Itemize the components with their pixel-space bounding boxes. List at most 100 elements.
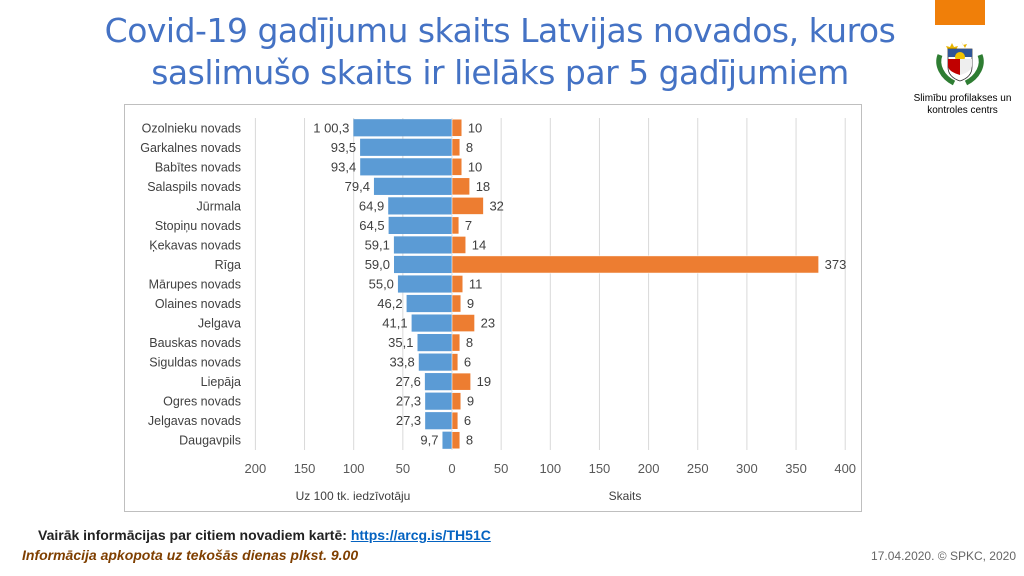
bar-count bbox=[451, 275, 464, 293]
data-label-per-100k: 33,8 bbox=[389, 355, 414, 370]
category-label: Bauskas novads bbox=[149, 336, 241, 350]
bar-count bbox=[451, 138, 461, 157]
data-label-per-100k: 35,1 bbox=[388, 335, 413, 350]
bar-per-100k bbox=[360, 138, 452, 156]
data-label-count: 7 bbox=[465, 218, 472, 233]
bar-per-100k bbox=[397, 275, 452, 293]
bar-per-100k bbox=[442, 431, 452, 449]
data-label-per-100k: 93,4 bbox=[331, 159, 356, 174]
category-label: Jelgavas novads bbox=[148, 414, 241, 428]
bar-count bbox=[451, 431, 461, 450]
data-label-per-100k: 9,7 bbox=[420, 433, 438, 448]
category-label: Rīga bbox=[215, 258, 241, 272]
data-label-count: 18 bbox=[476, 179, 490, 194]
bar-count bbox=[451, 372, 471, 391]
x-tick-label-right: 300 bbox=[736, 461, 758, 476]
bar-per-100k bbox=[425, 392, 452, 410]
bar-count bbox=[451, 177, 470, 196]
data-label-per-100k: 64,5 bbox=[359, 218, 384, 233]
bar-count bbox=[451, 294, 462, 313]
bar-per-100k bbox=[388, 216, 452, 235]
x-tick-label-right: 250 bbox=[687, 461, 709, 476]
category-label: Olaines novads bbox=[155, 297, 241, 311]
page-title: Covid-19 gadījumu skaits Latvijas novado… bbox=[60, 10, 940, 94]
data-label-count: 32 bbox=[489, 198, 503, 213]
category-label: Jūrmala bbox=[197, 199, 242, 213]
category-label: Daugavpils bbox=[179, 434, 241, 448]
data-label-per-100k: 1 00,3 bbox=[313, 120, 349, 135]
map-link[interactable]: https://arcg.is/TH51C bbox=[350, 527, 491, 543]
bar-per-100k bbox=[406, 294, 452, 313]
category-label: Garkalnes novads bbox=[140, 141, 241, 155]
title-line-2: saslimušo skaits ir lielāks par 5 gadīju… bbox=[151, 53, 849, 92]
data-label-per-100k: 64,9 bbox=[359, 198, 384, 213]
bar-per-100k bbox=[417, 333, 452, 352]
bar-per-100k bbox=[418, 353, 452, 371]
data-label-per-100k: 55,0 bbox=[369, 277, 394, 292]
x-axis-title-right: Skaits bbox=[609, 489, 642, 503]
bar-per-100k bbox=[393, 236, 452, 254]
data-label-count: 19 bbox=[477, 374, 491, 389]
data-label-count: 9 bbox=[467, 296, 474, 311]
data-label-count: 23 bbox=[481, 316, 495, 331]
category-label: Salaspils novads bbox=[147, 180, 241, 194]
x-tick-label-right: 50 bbox=[494, 461, 508, 476]
bar-count bbox=[451, 411, 459, 430]
bar-count bbox=[451, 255, 819, 274]
x-tick-label-right: 400 bbox=[834, 461, 856, 476]
update-note: Informācija apkopota uz tekošās dienas p… bbox=[22, 547, 359, 563]
data-label-count: 6 bbox=[464, 355, 471, 370]
logo-text: Slimību profilakses un kontroles centrs bbox=[905, 93, 1020, 117]
category-label: Jelgava bbox=[198, 317, 241, 331]
data-label-count: 10 bbox=[468, 159, 482, 174]
category-label: Stopiņu novads bbox=[155, 219, 241, 233]
logo-text-line-1: Slimību profilakses un bbox=[913, 93, 1012, 104]
title-line-1: Covid-19 gadījumu skaits Latvijas novado… bbox=[104, 11, 896, 50]
data-label-per-100k: 59,1 bbox=[365, 237, 390, 252]
bar-per-100k bbox=[424, 373, 452, 391]
data-label-per-100k: 59,0 bbox=[365, 257, 390, 272]
bar-per-100k bbox=[411, 314, 452, 332]
info-text: Vairāk informācijas par citiem novadiem … bbox=[38, 527, 351, 543]
logo-text-line-2: kontroles centrs bbox=[927, 105, 998, 116]
bar-per-100k bbox=[353, 119, 452, 137]
bar-count bbox=[451, 196, 484, 215]
data-label-per-100k: 27,3 bbox=[396, 413, 421, 428]
coat-of-arms-icon bbox=[936, 41, 984, 86]
data-label-count: 14 bbox=[472, 237, 486, 252]
data-label-count: 373 bbox=[825, 257, 847, 272]
bar-count bbox=[451, 236, 467, 254]
x-tick-label-right: 100 bbox=[539, 461, 561, 476]
data-label-per-100k: 41,1 bbox=[382, 316, 407, 331]
x-axis-title-left: Uz 100 tk. iedzīvotāju bbox=[296, 489, 411, 503]
data-label-per-100k: 93,5 bbox=[331, 140, 356, 155]
bar-count bbox=[451, 314, 475, 332]
data-label-count: 11 bbox=[469, 277, 483, 292]
category-label: Ogres novads bbox=[163, 395, 241, 409]
category-label: Ozolnieku novads bbox=[142, 121, 241, 135]
data-label-per-100k: 27,6 bbox=[396, 374, 421, 389]
data-label-count: 10 bbox=[468, 120, 482, 135]
data-label-count: 8 bbox=[466, 433, 473, 448]
x-tick-label-right: 200 bbox=[638, 461, 660, 476]
x-tick-label-left: 100 bbox=[343, 461, 365, 476]
data-label-count: 8 bbox=[466, 335, 473, 350]
bar-per-100k bbox=[425, 412, 452, 430]
brand-accent-block bbox=[935, 0, 985, 25]
bar-count bbox=[451, 157, 463, 176]
data-label-per-100k: 79,4 bbox=[345, 179, 370, 194]
bar-count bbox=[451, 118, 463, 137]
x-tick-label-shared-zero: 0 bbox=[448, 461, 455, 476]
data-label-per-100k: 46,2 bbox=[377, 296, 402, 311]
bar-count bbox=[451, 333, 461, 352]
data-label-per-100k: 27,3 bbox=[396, 394, 421, 409]
category-label: Siguldas novads bbox=[149, 356, 241, 370]
info-line: Vairāk informācijas par citiem novadiem … bbox=[38, 527, 491, 543]
category-label: Liepāja bbox=[201, 375, 241, 389]
bar-per-100k bbox=[388, 197, 452, 215]
bar-per-100k bbox=[360, 158, 452, 176]
data-label-count: 8 bbox=[466, 140, 473, 155]
category-label: Ķekavas novads bbox=[149, 238, 241, 252]
date-credit: 17.04.2020. © SPKC, 2020 bbox=[871, 549, 1016, 563]
